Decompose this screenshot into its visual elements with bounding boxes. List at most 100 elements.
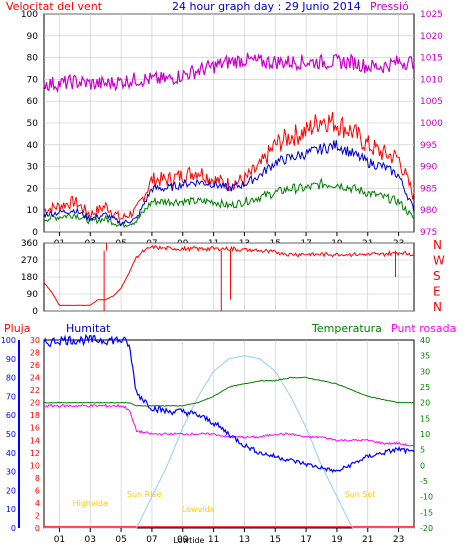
annotation-label: Lowtide	[173, 536, 204, 545]
right-tick-label: 980	[420, 206, 437, 216]
temp-tick-label: 10	[420, 430, 430, 439]
annotation-label: Sun Set	[345, 490, 376, 499]
direction-ticks: 360 270 180 90 0	[21, 239, 38, 317]
temp-tick-label: 40	[420, 336, 430, 345]
right-tick-label: 1025	[420, 10, 443, 20]
wind-speed-label: Velocitat del vent	[6, 0, 103, 13]
rh-series	[43, 333, 415, 529]
series-pressure	[43, 52, 415, 94]
left-tick-label: 100	[21, 10, 38, 20]
humidity-tick-label: 20	[6, 486, 16, 495]
rh-x-ticks: 01 03 05 07 09 11 13 15 17 19 21 23	[54, 528, 404, 545]
rain-tick-label: 14	[30, 436, 40, 445]
wind-speed-ticks: 0 10 20 30 40 50 60 70 80 90 100	[21, 10, 38, 238]
left-tick-label: 70	[27, 75, 39, 85]
rain-tick-label: 0	[35, 524, 40, 533]
rain-tick-label: 2	[35, 511, 40, 520]
direction-panel-grid	[44, 242, 414, 312]
compass-letter: N	[433, 238, 442, 252]
left-tick-label: 20	[27, 184, 39, 194]
compass-letter: W	[433, 254, 445, 268]
humidity-tick-label: 60	[6, 411, 16, 420]
humidity-tick-label: 50	[6, 430, 16, 439]
humidity-tick-label: 70	[6, 392, 16, 401]
right-tick-label: 995	[420, 141, 437, 151]
x-tick-label: 03	[85, 535, 96, 545]
right-tick-label: 1005	[420, 97, 443, 107]
x-tick-label: 19	[331, 535, 343, 545]
annotation-label: Sun Rise	[127, 490, 162, 499]
humidity-ticks: 0 10 20 30 40 50 60 70 80 90 100	[1, 336, 20, 533]
right-tick-label: 985	[420, 184, 437, 194]
rain-tick-label: 20	[30, 399, 40, 408]
x-tick-label: 01	[54, 535, 65, 545]
annotation-label: Lowvida	[182, 505, 215, 514]
temp-tick-label: 5	[420, 446, 425, 455]
humidity-tick-label: 10	[6, 505, 16, 514]
temperature-line	[43, 376, 415, 407]
temp-tick-label: 0	[420, 461, 425, 470]
temp-tick-label: 30	[420, 367, 430, 376]
direction-line	[43, 244, 415, 306]
rain-tick-label: 18	[30, 411, 40, 420]
tide-annotations: Highvida Sun Rise Lowvida Sun Set Lowtide	[73, 490, 376, 545]
direction-tick-label: 270	[21, 256, 38, 266]
temp-tick-label: 25	[420, 383, 430, 392]
humidity-tick-label: 80	[6, 374, 16, 383]
x-tick-label: 17	[300, 535, 311, 545]
temp-tick-label: -5	[420, 477, 428, 486]
pressure-label: Pressió	[370, 0, 409, 13]
left-tick-label: 90	[27, 32, 39, 42]
rain-tick-label: 4	[35, 499, 40, 508]
direction-series	[43, 243, 415, 311]
x-tick-label: 15	[270, 535, 281, 545]
compass-letter: E	[433, 285, 441, 299]
x-tick-label: 07	[146, 535, 157, 545]
rain-label: Pluja	[4, 322, 30, 335]
left-tick-label: 30	[27, 163, 39, 173]
series-low	[43, 177, 415, 229]
temp-tick-label: 20	[420, 399, 430, 408]
wind-panel-grid	[44, 13, 414, 233]
humidity-tick-label: 90	[6, 355, 16, 364]
compass-letter: N	[433, 300, 442, 314]
sun-curve	[44, 355, 414, 529]
left-tick-label: 0	[32, 228, 38, 238]
annotation-label: Highvida	[73, 499, 108, 508]
temp-tick-label: 15	[420, 414, 430, 423]
rain-tick-label: 26	[30, 361, 40, 370]
temp-tick-label: -10	[420, 493, 433, 502]
right-tick-label: 1010	[420, 75, 443, 85]
compass-letter: S	[433, 269, 441, 283]
right-tick-label: 1015	[420, 54, 443, 64]
rain-tick-label: 22	[30, 386, 40, 395]
right-tick-label: 1020	[420, 32, 443, 42]
right-tick-label: 990	[420, 163, 437, 173]
left-tick-label: 60	[27, 97, 39, 107]
x-tick-label: 11	[208, 535, 219, 545]
x-tick-label: 13	[239, 535, 250, 545]
right-tick-label: 975	[420, 228, 437, 238]
rain-tick-label: 30	[30, 336, 40, 345]
rain-tick-label: 16	[30, 424, 40, 433]
rain-tick-label: 10	[30, 461, 40, 470]
series-gust	[43, 111, 415, 220]
direction-tick-label: 360	[21, 239, 38, 249]
temp-tick-label: 35	[420, 352, 430, 361]
series-avg	[43, 140, 415, 227]
left-tick-label: 40	[27, 141, 39, 151]
graph-title: 24 hour graph day : 29 Junio 2014	[172, 0, 361, 13]
x-tick-label: 05	[115, 535, 126, 545]
temp-tick-label: -20	[420, 524, 433, 533]
direction-tick-label: 0	[32, 307, 38, 317]
x-tick-label: 23	[393, 535, 404, 545]
humidity-tick-label: 40	[6, 449, 16, 458]
right-tick-label: 1000	[420, 119, 443, 129]
x-tick-label: 21	[362, 535, 373, 545]
left-tick-label: 10	[27, 206, 39, 216]
humidity-line	[43, 333, 415, 474]
